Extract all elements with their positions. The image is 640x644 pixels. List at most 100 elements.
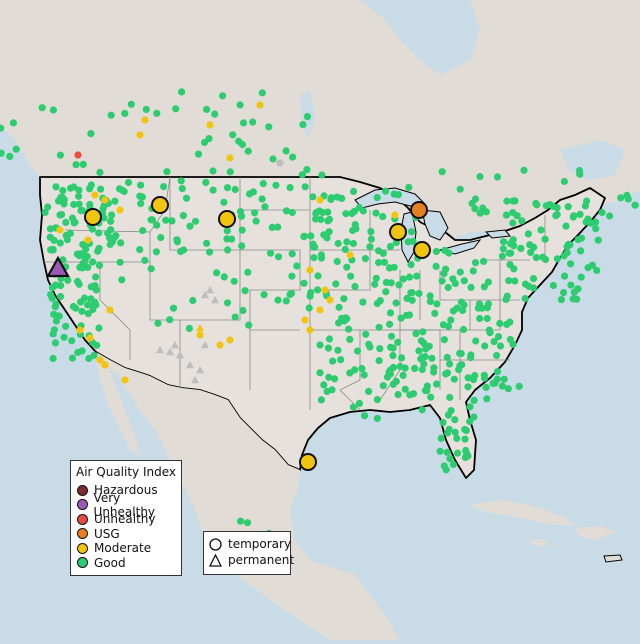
good-monitor-marker	[282, 147, 290, 155]
good-monitor-marker	[542, 255, 550, 264]
good-monitor-marker	[323, 387, 331, 396]
good-monitor-marker	[529, 275, 538, 283]
legend-item-moderate: Moderate	[77, 541, 181, 556]
good-monitor-marker	[303, 166, 311, 174]
good-monitor-marker	[428, 354, 436, 362]
good-monitor-marker	[606, 212, 614, 220]
good-monitor-marker	[50, 326, 59, 334]
good-monitor-marker	[442, 466, 450, 474]
good-monitor-marker	[96, 168, 104, 176]
legend-swatch-usg	[77, 528, 88, 540]
moderate-monitor-marker	[391, 211, 399, 219]
moderate-monitor-marker	[206, 121, 214, 129]
legend-swatch-good	[77, 557, 88, 569]
moderate-temporary-marker	[299, 453, 317, 471]
good-monitor-marker	[343, 238, 351, 246]
good-monitor-marker	[108, 238, 116, 246]
good-monitor-marker	[112, 232, 120, 240]
good-monitor-marker	[239, 306, 247, 315]
good-monitor-marker	[182, 194, 191, 202]
good-monitor-marker	[496, 342, 505, 350]
good-monitor-marker	[148, 216, 156, 224]
good-monitor-marker	[358, 364, 366, 373]
good-monitor-marker	[223, 184, 232, 192]
good-monitor-marker	[310, 243, 318, 251]
good-monitor-marker	[553, 204, 561, 212]
moderate-monitor-marker	[106, 306, 114, 314]
good-monitor-marker	[466, 403, 474, 411]
good-monitor-marker	[502, 295, 510, 303]
good-monitor-marker	[447, 407, 455, 415]
good-monitor-marker	[582, 218, 590, 226]
no-data-monitor-marker	[191, 376, 199, 384]
good-monitor-marker	[56, 293, 65, 301]
good-monitor-marker	[471, 372, 479, 380]
no-data-monitor-marker	[166, 348, 174, 356]
good-monitor-marker	[576, 210, 584, 218]
good-monitor-marker	[327, 194, 336, 202]
legend-item-very-unhealthy: Very Unhealthy	[77, 491, 181, 519]
good-monitor-marker	[68, 337, 76, 345]
good-monitor-marker	[441, 246, 449, 254]
good-monitor-marker	[288, 250, 296, 258]
good-monitor-marker	[319, 208, 327, 217]
good-monitor-marker	[375, 259, 383, 267]
good-monitor-marker	[500, 375, 508, 383]
good-monitor-marker	[235, 137, 243, 145]
good-monitor-marker	[479, 204, 487, 212]
good-monitor-marker	[274, 223, 282, 231]
good-monitor-marker	[439, 418, 447, 427]
no-data-monitor-marker	[176, 351, 184, 359]
good-monitor-marker	[94, 247, 102, 255]
good-monitor-marker	[332, 280, 340, 288]
good-monitor-marker	[375, 357, 383, 365]
good-monitor-marker	[194, 150, 203, 158]
good-monitor-marker	[202, 178, 210, 186]
good-monitor-marker	[499, 245, 507, 253]
moderate-monitor-marker	[86, 334, 94, 342]
good-monitor-marker	[372, 209, 380, 217]
good-monitor-marker	[389, 380, 397, 388]
no-data-monitor-marker	[171, 341, 179, 349]
moderate-monitor-marker	[136, 131, 144, 139]
good-monitor-marker	[470, 396, 478, 404]
good-monitor-marker	[265, 123, 273, 131]
good-monitor-marker	[334, 239, 342, 248]
good-monitor-marker	[258, 195, 266, 203]
good-monitor-marker	[461, 453, 469, 462]
good-monitor-marker	[51, 339, 60, 347]
good-monitor-marker	[231, 185, 239, 194]
good-monitor-marker	[317, 396, 325, 404]
good-monitor-marker	[312, 215, 320, 223]
good-monitor-marker	[346, 335, 354, 343]
good-monitor-marker	[506, 261, 514, 269]
good-monitor-marker	[203, 239, 211, 247]
good-monitor-marker	[349, 239, 357, 248]
good-monitor-marker	[553, 255, 562, 263]
good-monitor-marker	[244, 268, 252, 276]
good-monitor-marker	[78, 307, 86, 315]
good-monitor-marker	[423, 382, 431, 390]
good-monitor-marker	[494, 333, 503, 341]
good-monitor-marker	[412, 330, 420, 338]
good-monitor-marker	[60, 333, 68, 341]
moderate-monitor-marker	[316, 306, 324, 314]
good-monitor-marker	[420, 339, 428, 347]
good-monitor-marker	[394, 391, 402, 399]
good-monitor-marker	[60, 196, 68, 204]
good-monitor-marker	[509, 219, 517, 227]
good-monitor-marker	[461, 435, 469, 443]
good-monitor-marker	[386, 309, 395, 317]
good-monitor-marker	[0, 124, 5, 132]
good-monitor-marker	[438, 277, 446, 285]
moderate-monitor-marker	[306, 326, 314, 334]
good-monitor-marker	[498, 252, 506, 260]
good-monitor-marker	[117, 239, 125, 247]
triangle-icon	[209, 553, 222, 567]
good-monitor-marker	[422, 345, 430, 353]
good-monitor-marker	[436, 447, 444, 455]
good-monitor-marker	[467, 354, 475, 362]
good-monitor-marker	[38, 104, 46, 112]
good-monitor-marker	[431, 309, 439, 317]
